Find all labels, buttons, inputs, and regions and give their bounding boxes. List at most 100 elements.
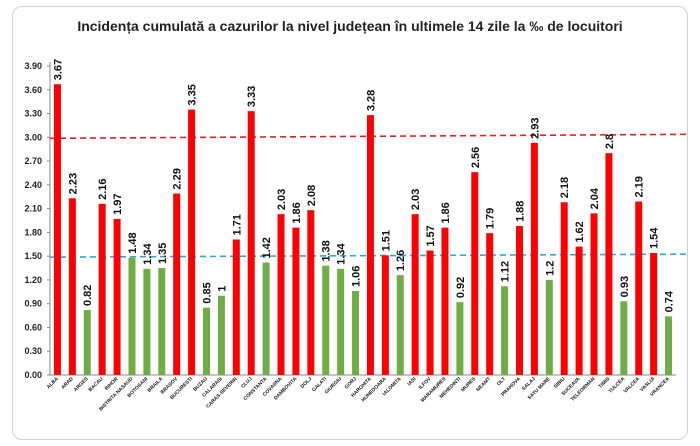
bar [143,268,151,375]
category-label: BACAU [88,376,105,393]
value-label: 1.88 [515,201,527,222]
value-label: 2.8 [604,134,616,149]
y-tick-label: 2.40 [24,180,42,190]
bar [665,316,673,375]
value-label: 1.34 [142,243,154,265]
bar [501,286,509,375]
value-label: 2.03 [276,189,288,210]
value-label: 0.74 [664,290,676,312]
category-label: NEAMT [475,376,492,393]
value-label: 1.86 [440,202,452,223]
y-tick-label: 3.90 [24,61,42,71]
bar [247,111,255,376]
value-label: 2.23 [67,173,79,194]
value-label: 2.19 [634,176,646,197]
bar [456,302,464,375]
y-tick-label: 2.10 [24,204,42,214]
bar [113,218,121,375]
value-label: 3.33 [246,86,258,107]
bar [650,252,658,375]
bar [307,210,315,375]
bar [575,246,583,375]
value-label: 2.29 [172,168,184,189]
category-label: OLT [496,376,507,387]
y-tick-label: 0.90 [24,299,42,309]
category-label: VALCEA [623,376,642,395]
bar [232,239,240,375]
bar [590,213,598,375]
bar [426,250,434,375]
value-label: 2.03 [410,189,422,210]
value-label: 1.62 [574,221,586,242]
bar [411,214,419,375]
value-label: 2.56 [470,147,482,168]
bar [337,268,345,375]
value-label: 1.79 [485,208,497,229]
bar [396,275,404,375]
category-label: GIURGIU [324,376,344,396]
bar [516,226,523,375]
category-label: ALBA [46,376,60,390]
value-label: 0.82 [82,285,94,306]
bar [322,265,330,375]
value-label: 3.35 [187,84,199,105]
bar [605,153,613,375]
value-label: 1.34 [336,243,348,265]
bar [560,202,568,375]
y-tick-label: 3.60 [24,85,42,95]
value-label: 3.28 [365,90,377,111]
y-tick-label: 0.00 [24,370,42,380]
bar [530,142,538,375]
value-label: 1.06 [351,266,363,287]
y-tick-label: 1.20 [24,275,42,285]
value-label: 2.16 [97,178,109,199]
value-label: 1.71 [231,214,243,235]
value-label: 1.97 [112,193,124,214]
y-tick-label: 3.00 [24,132,42,142]
bar [68,198,76,375]
value-label: 2.08 [306,185,318,206]
bar [128,257,136,375]
bar [635,201,643,375]
value-label: 1.26 [395,250,407,271]
y-tick-label: 0.30 [24,346,42,356]
value-label: 1.57 [425,225,437,246]
bar [441,227,449,375]
value-label: 1.51 [380,230,392,251]
bar [188,109,196,376]
bar [352,291,360,375]
value-label: 0.93 [619,276,631,297]
bar [471,172,479,375]
y-tick-label: 3.30 [24,109,42,119]
bar [545,279,553,375]
value-label: 0.92 [455,277,467,298]
value-label: 2.93 [529,117,541,138]
value-label: 2.04 [589,187,601,209]
value-label: 0.85 [202,282,214,303]
chart-title: Incidența cumulată a cazurilor la nivel … [77,18,623,34]
value-label: 1.54 [649,227,661,249]
bar [203,307,210,375]
bar [366,115,374,375]
bar [620,301,628,375]
value-label: 1.86 [291,202,303,223]
bar [381,255,389,375]
category-label: ARGES [73,376,90,393]
bars [53,84,673,376]
bar [158,268,166,375]
bar [486,233,494,375]
bar [173,193,181,375]
bar [53,84,61,375]
value-label: 1.35 [157,243,169,264]
value-label: 2.18 [559,177,571,198]
category-label: IASI [406,376,418,388]
category-label: MURES [460,376,477,393]
value-label: 1.12 [500,261,512,282]
value-label: 1 [216,286,228,292]
y-tick-label: 2.70 [24,156,42,166]
value-label: 1.38 [321,240,333,261]
bar [217,295,225,375]
bar [292,227,300,375]
y-tick-label: 1.50 [24,251,42,261]
